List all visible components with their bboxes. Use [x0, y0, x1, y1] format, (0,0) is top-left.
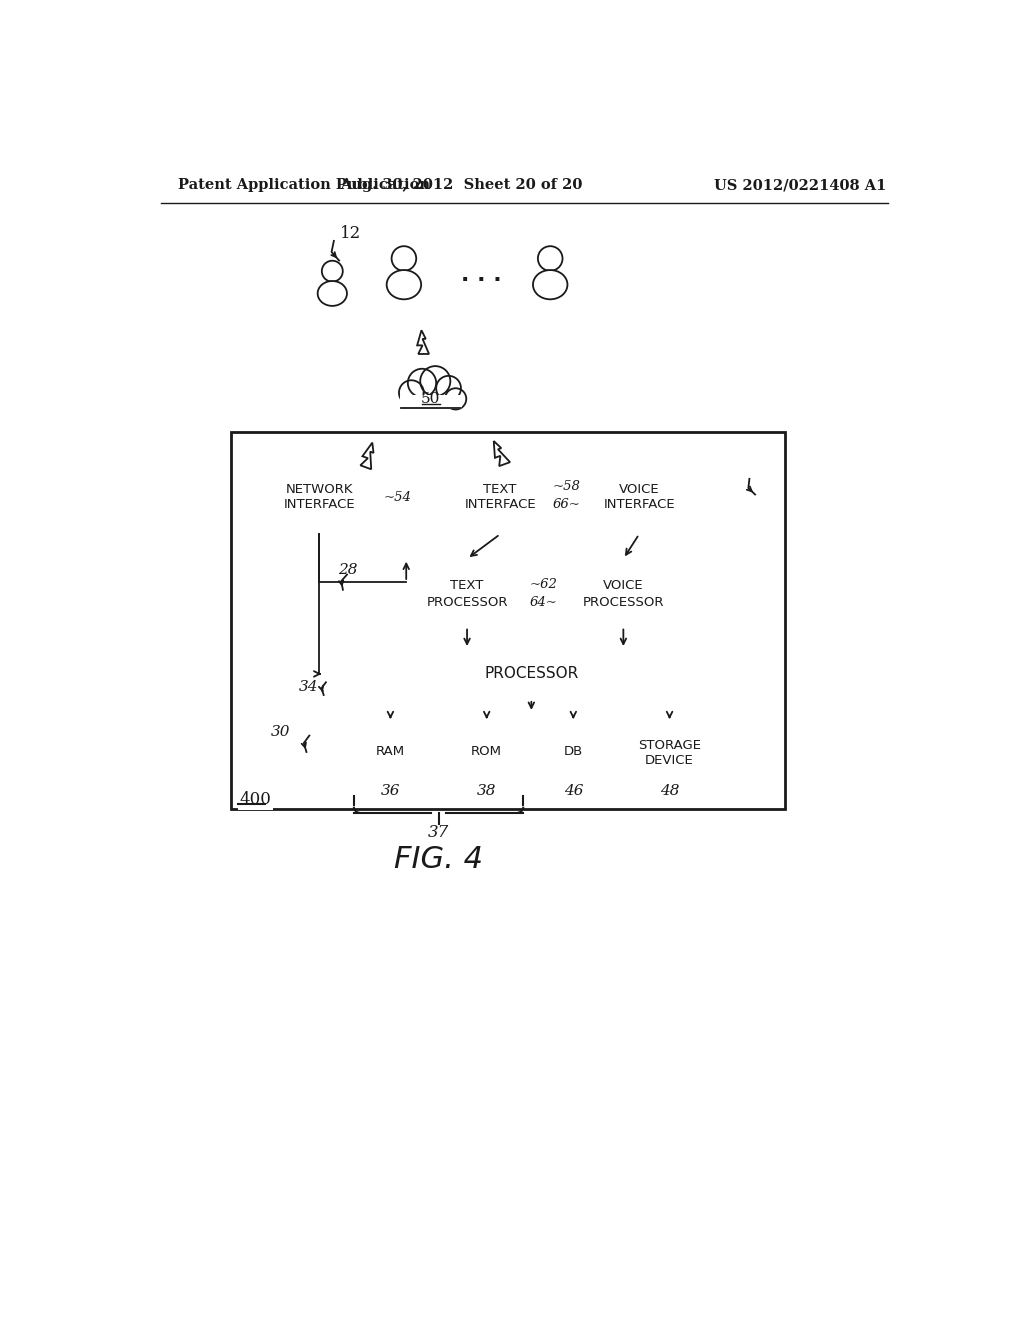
- Text: TEXT: TEXT: [451, 579, 483, 593]
- Text: 66~: 66~: [553, 499, 581, 511]
- Text: NETWORK: NETWORK: [286, 483, 353, 496]
- Text: INTERFACE: INTERFACE: [284, 499, 355, 511]
- Ellipse shape: [317, 281, 347, 306]
- Text: DEVICE: DEVICE: [645, 754, 694, 767]
- Ellipse shape: [387, 271, 421, 300]
- Polygon shape: [494, 441, 510, 466]
- Text: 38: 38: [477, 784, 497, 799]
- Text: 46: 46: [563, 784, 583, 799]
- Text: 400: 400: [240, 791, 271, 808]
- Text: 36: 36: [381, 784, 400, 799]
- Text: ~54: ~54: [384, 491, 412, 504]
- Circle shape: [391, 247, 416, 271]
- Text: 52: 52: [764, 469, 783, 483]
- Bar: [340, 713, 767, 789]
- Circle shape: [399, 380, 424, 405]
- Text: US 2012/0221408 A1: US 2012/0221408 A1: [715, 178, 887, 193]
- Text: RAM: RAM: [376, 744, 406, 758]
- Text: Aug. 30, 2012  Sheet 20 of 20: Aug. 30, 2012 Sheet 20 of 20: [340, 178, 583, 193]
- Bar: [584, 457, 695, 535]
- Text: 34: 34: [299, 680, 318, 694]
- Text: TEXT: TEXT: [483, 483, 517, 496]
- Polygon shape: [417, 330, 429, 354]
- Polygon shape: [360, 442, 374, 469]
- Circle shape: [322, 261, 343, 281]
- Circle shape: [445, 388, 466, 409]
- Text: INTERFACE: INTERFACE: [464, 499, 536, 511]
- Bar: [245, 447, 768, 544]
- Text: FIG. 4: FIG. 4: [394, 845, 483, 874]
- Text: PROCESSOR: PROCESSOR: [583, 597, 665, 610]
- Text: STORAGE: STORAGE: [638, 739, 701, 752]
- Bar: [562, 558, 685, 627]
- Bar: [628, 722, 712, 780]
- Text: INTERFACE: INTERFACE: [603, 499, 675, 511]
- Bar: [543, 722, 604, 780]
- Text: 28: 28: [339, 564, 358, 577]
- Text: PROCESSOR: PROCESSOR: [484, 667, 579, 681]
- Text: 50: 50: [421, 392, 440, 405]
- Bar: [451, 457, 550, 535]
- Bar: [399, 392, 462, 408]
- Bar: [399, 395, 462, 409]
- Circle shape: [420, 366, 451, 396]
- Text: Patent Application Publication: Patent Application Publication: [178, 178, 430, 193]
- Circle shape: [538, 247, 562, 271]
- Text: DB: DB: [563, 744, 583, 758]
- Text: 12: 12: [340, 226, 361, 243]
- Text: ~58: ~58: [553, 480, 581, 492]
- Ellipse shape: [532, 271, 567, 300]
- Bar: [392, 549, 768, 636]
- Bar: [322, 649, 741, 700]
- Text: . . .: . . .: [461, 265, 501, 285]
- Text: VOICE: VOICE: [618, 483, 659, 496]
- Text: ROM: ROM: [471, 744, 502, 758]
- Bar: [258, 457, 381, 535]
- Text: VOICE: VOICE: [603, 579, 644, 593]
- Circle shape: [436, 376, 461, 401]
- Text: 48: 48: [659, 784, 679, 799]
- Text: 64~: 64~: [529, 597, 557, 610]
- Text: PROCESSOR: PROCESSOR: [426, 597, 508, 610]
- Bar: [354, 722, 427, 780]
- Bar: [451, 722, 523, 780]
- Circle shape: [408, 368, 436, 397]
- Bar: [230, 432, 785, 809]
- Bar: [407, 558, 528, 627]
- Text: 37: 37: [428, 825, 450, 841]
- Text: ~62: ~62: [529, 578, 557, 591]
- Text: 30: 30: [271, 725, 291, 739]
